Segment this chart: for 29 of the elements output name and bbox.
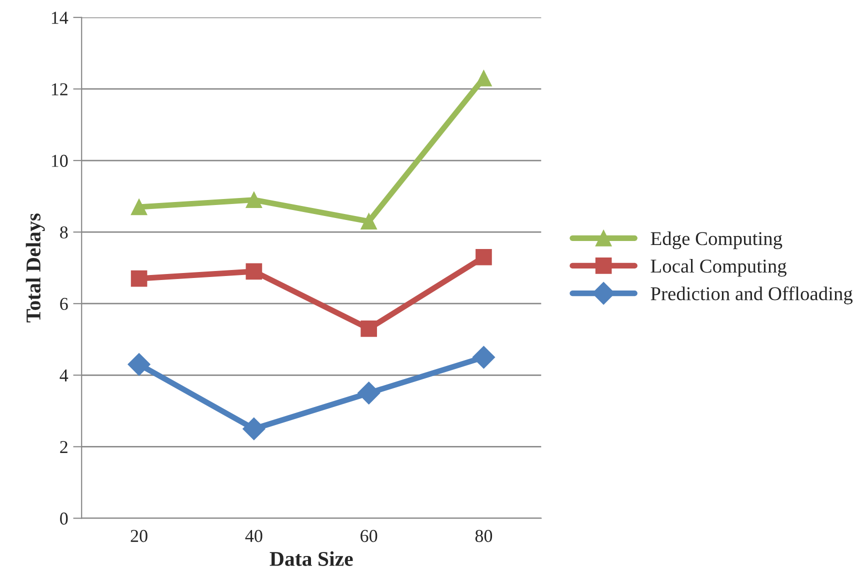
x-tick-label: 20 bbox=[130, 530, 148, 542]
legend-label: Prediction and Offloading bbox=[650, 286, 853, 304]
x-tick-label: 60 bbox=[360, 530, 378, 542]
point bbox=[358, 382, 380, 404]
y-tick-label: 14 bbox=[52, 12, 68, 24]
y-axis-title: Total Delays bbox=[26, 213, 45, 322]
point bbox=[360, 213, 377, 230]
point bbox=[246, 263, 262, 280]
y-tick-label: 8 bbox=[60, 226, 68, 239]
point bbox=[130, 270, 148, 287]
point bbox=[476, 248, 492, 266]
legend-label: Edge Computing bbox=[650, 231, 782, 250]
x-axis-title: Data Size bbox=[270, 551, 353, 566]
y-tick-label: 0 bbox=[60, 512, 68, 525]
legend-label: Local Computing bbox=[650, 259, 786, 277]
y-tick-label: 6 bbox=[60, 298, 68, 310]
point bbox=[476, 70, 492, 86]
point bbox=[242, 417, 266, 440]
point bbox=[128, 353, 150, 376]
point bbox=[472, 346, 496, 369]
y-tick-label: 2 bbox=[60, 441, 68, 453]
y-tick-label: 12 bbox=[52, 83, 68, 96]
point bbox=[246, 192, 262, 208]
y-tick-label: 4 bbox=[60, 370, 68, 382]
y-tick-label: 10 bbox=[52, 154, 68, 167]
x-tick-label: 80 bbox=[475, 530, 492, 542]
point bbox=[130, 198, 148, 216]
x-tick-label: 40 bbox=[245, 530, 262, 542]
point bbox=[360, 320, 377, 337]
